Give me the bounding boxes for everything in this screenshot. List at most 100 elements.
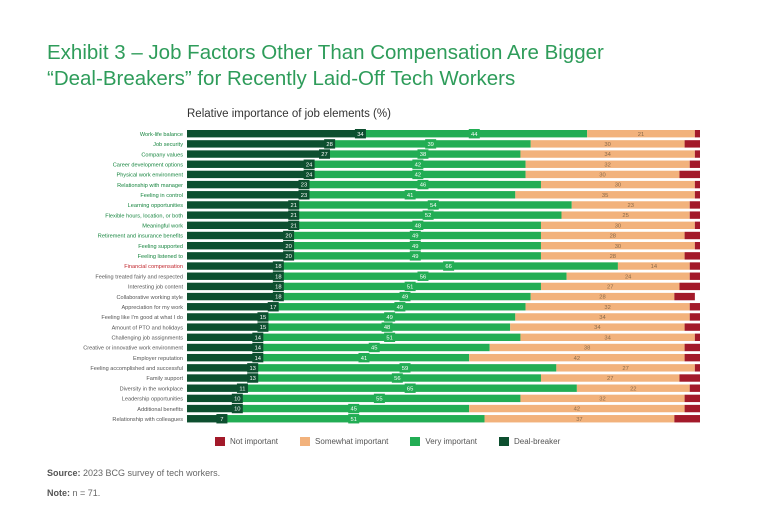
deal-breaker-label: 20 [285, 254, 291, 260]
very-important-chip [412, 169, 424, 180]
deal-breaker-chip [252, 332, 264, 342]
sample-note: Note: n = 71. [47, 488, 100, 498]
category-label: Additional benefits [137, 407, 183, 413]
somewhat-important-label: 30 [604, 142, 610, 148]
deal-breaker-chip [283, 251, 295, 261]
very-important-chip [381, 322, 393, 332]
somewhat-important-label: 38 [584, 346, 590, 352]
deal-breaker-label: 13 [249, 376, 255, 382]
deal-breaker-chip [252, 342, 264, 353]
not-important-bar [689, 313, 700, 321]
deal-breaker-bar [187, 374, 254, 382]
not-important-bar [684, 140, 700, 148]
deal-breaker-label: 27 [321, 152, 327, 158]
very-important-chip [409, 251, 421, 261]
very-important-label: 52 [425, 213, 431, 219]
deal-breaker-label: 18 [275, 264, 281, 270]
somewhat-important-bar [525, 303, 690, 311]
not-important-bar [694, 191, 700, 199]
category-label: Relationship with manager [117, 183, 183, 189]
deal-breaker-label: 24 [306, 173, 313, 179]
very-important-chip [409, 240, 421, 251]
very-important-chip [412, 220, 424, 231]
deal-breaker-label: 20 [285, 234, 291, 240]
deal-breaker-bar [187, 180, 305, 189]
not-important-bar [689, 211, 700, 219]
deal-breaker-chip [236, 383, 248, 393]
very-important-label: 51 [407, 285, 413, 291]
somewhat-important-bar [520, 333, 695, 341]
deal-breaker-chip [247, 363, 259, 373]
not-important-bar [679, 374, 700, 382]
somewhat-important-bar [540, 180, 695, 189]
legend-label-somewhat-important: Somewhat important [315, 437, 389, 446]
deal-breaker-bar [187, 241, 290, 250]
not-important-bar [689, 303, 700, 311]
deal-breaker-label: 28 [326, 142, 332, 148]
deal-breaker-label: 23 [301, 183, 307, 189]
very-important-label: 48 [384, 325, 390, 331]
somewhat-important-label: 35 [602, 193, 608, 199]
category-label: Feeling supported [138, 244, 183, 250]
deal-breaker-bar [187, 353, 259, 362]
somewhat-important-label: 24 [625, 274, 632, 280]
very-important-label: 45 [350, 407, 356, 413]
somewhat-important-bar [540, 252, 685, 260]
somewhat-important-label: 30 [615, 244, 621, 250]
somewhat-important-label: 28 [599, 295, 605, 301]
not-important-bar [684, 394, 700, 403]
deal-breaker-bar [187, 221, 295, 230]
somewhat-important-label: 30 [615, 183, 621, 189]
very-important-chip [384, 312, 396, 322]
very-important-chip [358, 352, 370, 363]
somewhat-important-bar [617, 262, 690, 270]
deal-breaker-bar [187, 282, 280, 291]
legend-swatch-very-important [410, 437, 421, 446]
category-label: Feeling in control [140, 193, 183, 199]
deal-breaker-chip [303, 169, 315, 180]
somewhat-important-label: 30 [599, 173, 605, 179]
title-line-2: “Deal-Breakers” for Recently Laid-Off Te… [47, 67, 516, 90]
deal-breaker-label: 21 [291, 203, 297, 209]
very-important-label: 41 [361, 356, 367, 362]
deal-breaker-bar [187, 191, 305, 199]
deal-breaker-label: 10 [234, 407, 240, 413]
not-important-bar [694, 150, 700, 158]
deal-breaker-label: 14 [255, 356, 262, 362]
somewhat-important-bar [489, 343, 685, 352]
not-important-bar [674, 292, 695, 301]
legend-label-very-important: Very important [425, 437, 477, 446]
somewhat-important-bar [525, 170, 680, 179]
very-important-label: 66 [445, 264, 451, 270]
very-important-label: 38 [420, 152, 426, 158]
deal-breaker-bar [187, 150, 326, 158]
very-important-chip [391, 373, 403, 383]
deal-breaker-bar [187, 170, 311, 179]
not-important-bar [684, 343, 700, 352]
deal-breaker-label: 10 [234, 396, 240, 402]
note-text: n = 71. [72, 488, 101, 498]
category-label: Creative or innovative work environment [83, 346, 183, 352]
category-label: Meaningful work [142, 224, 183, 230]
very-important-label: 51 [386, 335, 392, 341]
very-important-chip [412, 159, 424, 169]
category-label: Learning opportunities [128, 203, 184, 209]
somewhat-important-label: 28 [610, 234, 616, 240]
somewhat-important-label: 34 [594, 325, 601, 331]
deal-breaker-chip [298, 179, 310, 190]
very-important-label: 54 [430, 203, 437, 209]
category-label: Feeling like I'm good at what I do [101, 315, 183, 321]
legend-item-somewhat-important: Somewhat important [300, 437, 388, 446]
somewhat-important-bar [576, 384, 690, 392]
deal-breaker-chip [283, 240, 295, 251]
source-note: Source: 2023 BCG survey of tech workers. [47, 468, 220, 478]
category-label: Job security [153, 142, 183, 148]
very-important-chip [409, 230, 421, 241]
deal-breaker-label: 18 [275, 274, 281, 280]
somewhat-important-label: 27 [607, 285, 613, 291]
deal-breaker-bar [187, 252, 290, 260]
category-label: Amount of PTO and holidays [112, 325, 184, 331]
stacked-bar-chart: Relative importance of job elements (%) … [83, 108, 700, 424]
deal-breaker-chip [216, 414, 228, 424]
deal-breaker-chip [303, 159, 315, 169]
